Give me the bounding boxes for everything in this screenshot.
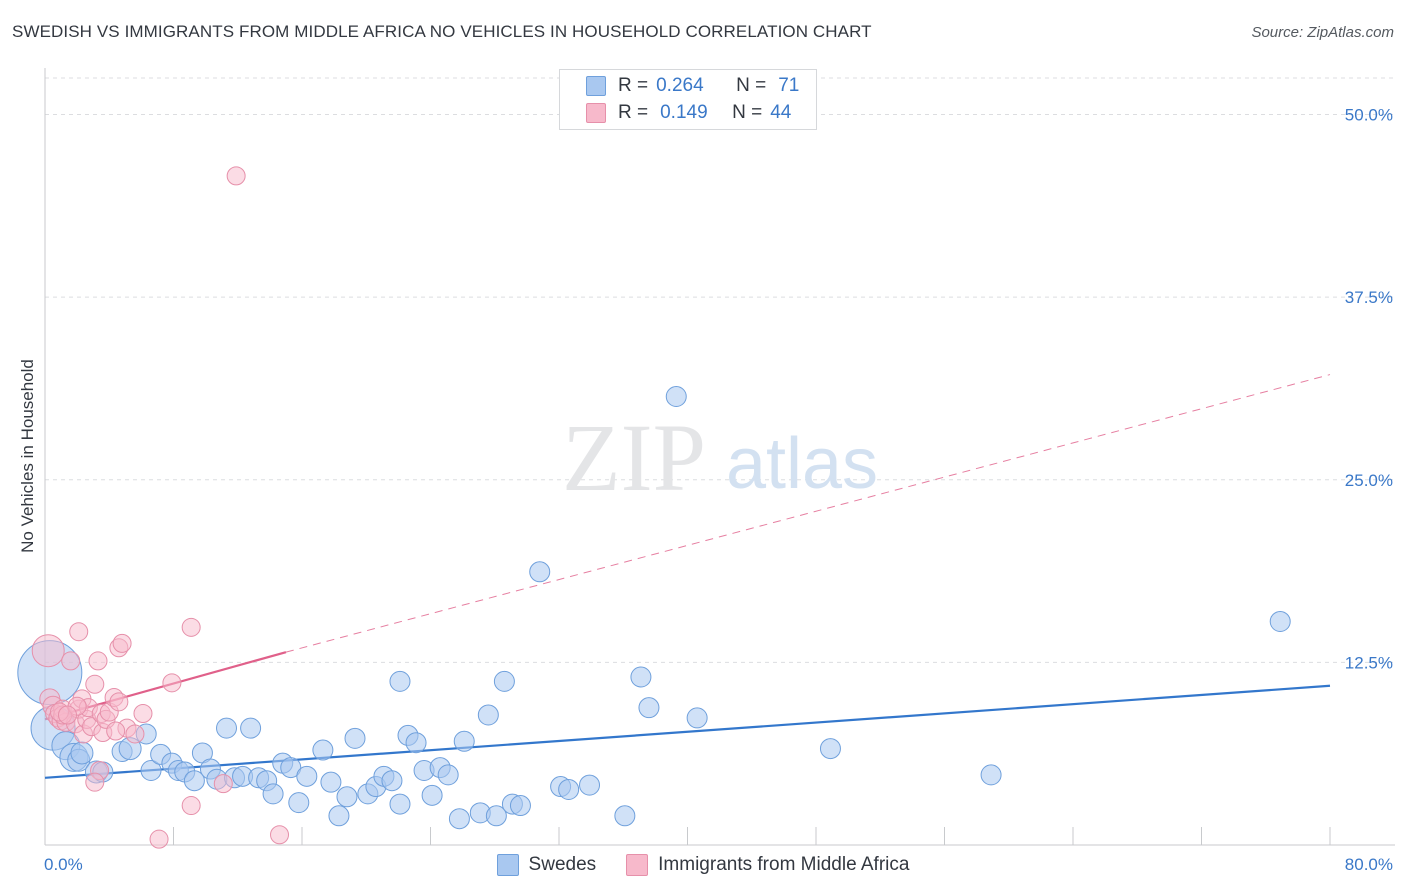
immigrants-point [181, 796, 201, 816]
immigrants-point [270, 825, 290, 845]
swedes-point [280, 757, 302, 779]
n-value: 71 [778, 75, 800, 96]
swedes-point [183, 770, 205, 792]
swedes-point [477, 704, 499, 726]
swedes-point [509, 795, 531, 817]
x-tick-label-min: 0.0% [44, 855, 83, 874]
swedes-point [448, 808, 470, 830]
source-credit: Source: ZipAtlas.com [1251, 24, 1394, 41]
legend-item-immigrants: Immigrants from Middle Africa [626, 854, 909, 876]
y-tick-label: 12.5% [1345, 653, 1393, 672]
r-value: 0.149 [660, 102, 708, 123]
swedes-point [140, 759, 162, 781]
swedes-point [216, 717, 238, 739]
swedes-point [421, 784, 443, 806]
tick-labels: 12.5% 25.0% 37.5% 50.0% 0.0% 80.0% [44, 106, 1393, 874]
swedes-point [1269, 610, 1291, 632]
swedes-point [312, 739, 334, 761]
swedes-point [320, 771, 342, 793]
legend-label: Swedes [528, 854, 597, 875]
immigrants-point [162, 673, 182, 693]
swedes-point [980, 764, 1002, 786]
r-value: 0.264 [656, 75, 704, 96]
immigrants-point [61, 651, 81, 671]
swedes-point [614, 805, 636, 827]
n-label: N = [732, 102, 763, 123]
legend-row-immigrants: R = 0.149 N = 44 [586, 102, 791, 124]
watermark-zip: ZIP [562, 404, 706, 511]
immigrants-point [226, 166, 246, 186]
legend-label: Immigrants from Middle Africa [658, 854, 910, 875]
swedes-point [288, 792, 310, 814]
swedes-point [686, 707, 708, 729]
y-tick-label: 37.5% [1345, 288, 1393, 307]
x-tick-label-max: 80.0% [1345, 855, 1393, 874]
data-points [17, 166, 1291, 849]
swedes-swatch [496, 854, 519, 876]
y-tick-label: 50.0% [1345, 106, 1393, 125]
swedes-point [389, 670, 411, 692]
immigrants-point [57, 705, 77, 725]
immigrants-point [31, 634, 65, 668]
immigrants-point [88, 651, 108, 671]
immigrants-trend-extension [285, 374, 1331, 653]
swedes-point [296, 765, 318, 787]
swedes-point [493, 670, 515, 692]
swedes-point [579, 774, 601, 796]
swedes-point [381, 770, 403, 792]
swedes-point [485, 805, 507, 827]
n-value: 44 [770, 102, 792, 123]
immigrants-point [69, 622, 89, 642]
swedes-point [665, 385, 687, 407]
immigrants-point [149, 829, 169, 849]
swedes-point [529, 561, 551, 583]
swedes-point [344, 727, 366, 749]
watermark-atlas: atlas [726, 424, 878, 504]
legend-row-swedes: R = 0.264 N = 71 [586, 75, 799, 97]
immigrants-point [109, 692, 129, 712]
n-label: N = [736, 75, 767, 96]
immigrants-point [133, 704, 153, 724]
y-axis-label: No Vehicles in Household [18, 359, 37, 553]
gridlines [45, 77, 1395, 663]
swedes-point [389, 793, 411, 815]
immigrants-point [106, 721, 126, 741]
swedes-trend-line [44, 684, 1331, 779]
immigrants-point [85, 674, 105, 694]
swedes-swatch [586, 76, 606, 96]
series-legend: Swedes Immigrants from Middle Africa [0, 852, 1406, 878]
r-label: R = [618, 102, 649, 123]
swedes-point [558, 778, 580, 800]
swedes-point [70, 741, 94, 765]
immigrants-point [181, 617, 201, 637]
swedes-point [819, 738, 841, 760]
immigrants-point [125, 724, 145, 744]
swedes-point [638, 697, 660, 719]
chart-title: SWEDISH VS IMMIGRANTS FROM MIDDLE AFRICA… [12, 22, 872, 41]
immigrants-swatch [586, 103, 606, 123]
y-tick-label: 25.0% [1345, 471, 1393, 490]
swedes-point [240, 717, 262, 739]
swedes-point [336, 786, 358, 808]
swedes-point [328, 805, 350, 827]
immigrants-swatch [626, 854, 649, 876]
swedes-point [630, 666, 652, 688]
immigrants-point [213, 774, 233, 794]
swedes-point [453, 730, 475, 752]
r-label: R = [618, 75, 649, 96]
swedes-point [262, 783, 284, 805]
stats-legend: R = 0.264 N = 71 R = 0.149 N = 44 [559, 69, 817, 130]
immigrants-point [112, 633, 132, 653]
legend-item-swedes: Swedes [496, 854, 597, 876]
immigrants-point [85, 772, 105, 792]
swedes-point [437, 764, 459, 786]
swedes-point [405, 732, 427, 754]
